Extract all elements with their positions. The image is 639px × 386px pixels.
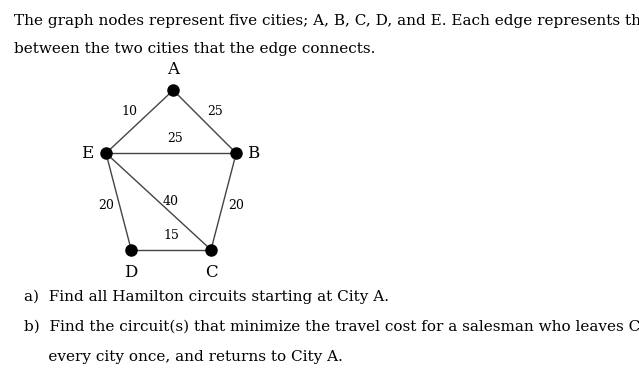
Text: 20: 20: [98, 199, 114, 212]
Text: 40: 40: [163, 195, 179, 208]
Text: 10: 10: [121, 105, 137, 118]
Text: E: E: [81, 145, 93, 162]
Text: 15: 15: [163, 229, 179, 242]
Text: 25: 25: [207, 105, 223, 118]
Text: a)  Find all Hamilton circuits starting at City A.: a) Find all Hamilton circuits starting a…: [24, 290, 389, 305]
Text: 20: 20: [228, 199, 244, 212]
Text: The graph nodes represent five cities; A, B, C, D, and E. Each edge represents t: The graph nodes represent five cities; A…: [14, 14, 639, 28]
Text: every city once, and returns to City A.: every city once, and returns to City A.: [24, 350, 343, 364]
Text: D: D: [125, 264, 138, 281]
Text: 25: 25: [167, 132, 183, 145]
Text: b)  Find the circuit(s) that minimize the travel cost for a salesman who leaves : b) Find the circuit(s) that minimize the…: [24, 320, 639, 334]
Text: B: B: [247, 145, 259, 162]
Text: A: A: [167, 61, 179, 78]
Text: C: C: [204, 264, 217, 281]
Text: between the two cities that the edge connects.: between the two cities that the edge con…: [14, 42, 375, 56]
